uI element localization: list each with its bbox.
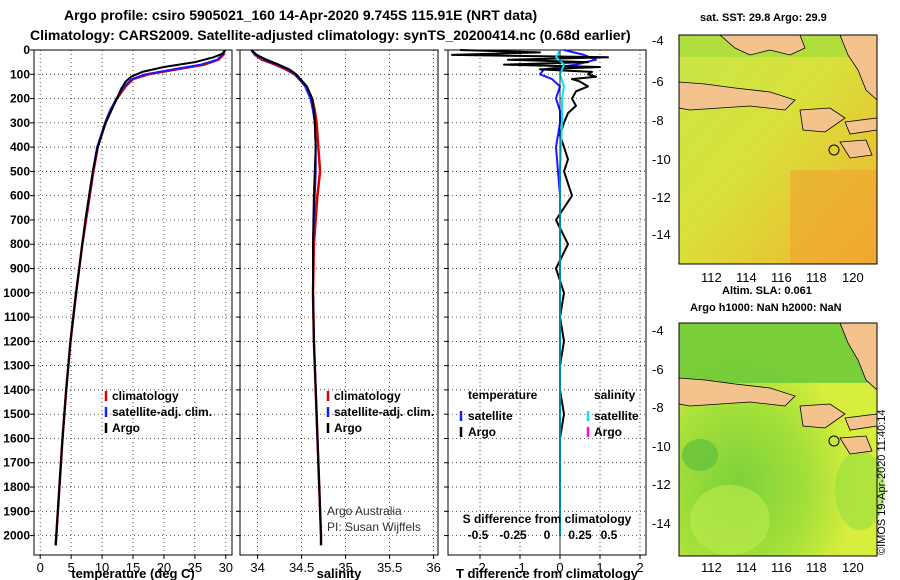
title-line-1: Argo profile: csiro 5905021_160 14-Apr-2… (64, 7, 538, 23)
diff-s-tick-label: -0.5 (468, 528, 489, 542)
diff-s-tick-label: -0.25 (499, 528, 527, 542)
depth-tick-label: 300 (10, 116, 30, 130)
title-line-2: Climatology: CARS2009. Satellite-adjuste… (30, 27, 631, 43)
temperature-legend-label: climatology (112, 389, 179, 403)
difference-series-t-argo (451, 49, 609, 536)
difference-xtick-label: 2 (636, 560, 643, 575)
diff-legend-label: Argo (594, 425, 622, 439)
sst-map-ytick: -6 (652, 74, 664, 89)
sla-map-ytick: -4 (652, 323, 664, 338)
difference-xlabel: T difference from climatology (456, 566, 639, 580)
sst-map-ytick: -10 (652, 152, 671, 167)
temperature-series-argo (54, 49, 227, 546)
depth-tick-label: 1900 (3, 504, 30, 518)
sst-map-xtick: 112 (701, 270, 722, 285)
temperature-legend-label: satellite-adj. clim. (112, 405, 212, 419)
sla-map-xtick: 116 (771, 560, 792, 575)
temperature-xtick-label: 30 (219, 560, 233, 575)
sst-map-title: sat. SST: 29.8 Argo: 29.9 (700, 12, 827, 24)
temperature-xtick-label: 10 (95, 560, 109, 575)
salinity-xtick-label: 34 (250, 560, 264, 575)
depth-tick-label: 900 (10, 262, 30, 276)
sst-map-ytick: -14 (652, 227, 671, 242)
depth-tick-label: 1300 (3, 359, 30, 373)
temperature-xlabel: temperature (deg C) (71, 566, 195, 580)
depth-tick-label: 1100 (4, 310, 30, 324)
salinity-annotation: PI: Susan Wijffels (327, 520, 421, 534)
salinity-series-argo (250, 49, 322, 546)
salinity-frame (239, 49, 439, 556)
depth-tick-label: 1200 (3, 334, 30, 348)
temperature-legend-label: Argo (112, 421, 140, 435)
sst-map-ytick: -12 (652, 190, 671, 205)
sla-map-ytick: -14 (652, 516, 671, 531)
salinity-series-climatology (250, 49, 323, 546)
difference-xtick-label: 1 (596, 560, 603, 575)
diff-legend-label: Argo (468, 425, 496, 439)
sst-map-xtick: 120 (842, 270, 864, 285)
sst-map-xtick: 116 (771, 270, 792, 285)
salinity-legend-label: satellite-adj. clim. (334, 405, 434, 419)
depth-tick-label: 500 (10, 164, 30, 178)
difference-xtick-label: -1 (514, 560, 526, 575)
depth-tick-label: 1000 (3, 286, 30, 300)
depth-tick-label: 0 (23, 43, 30, 57)
temperature-xtick-label: 25 (188, 560, 202, 575)
temperature-xtick-label: 15 (126, 560, 140, 575)
diff-s-axis-title: S difference from climatology (463, 512, 632, 526)
salinity-xtick-label: 36 (426, 560, 440, 575)
sla-map-xtick: 114 (736, 560, 757, 575)
diff-legend-temp-title: temperature (468, 388, 538, 402)
temperature-series-climatology (54, 49, 226, 546)
sla-map-title-1: Altim. SLA: 0.061 (722, 285, 812, 297)
depth-tick-label: 1600 (3, 431, 30, 445)
sst-map-xtick: 114 (736, 270, 757, 285)
sst-map-ytick: -4 (652, 33, 664, 48)
sst-map-ytick: -8 (652, 113, 664, 128)
salinity-annotation: Argo Australia (327, 504, 402, 518)
sla-map-title-2: Argo h1000: NaN h2000: NaN (690, 302, 842, 314)
salinity-xtick-label: 34.5 (289, 560, 314, 575)
diff-s-tick-label: 0 (544, 528, 551, 542)
depth-tick-label: 1400 (3, 383, 30, 397)
difference-frame (447, 49, 647, 556)
sla-map-xtick: 120 (842, 560, 864, 575)
depth-tick-label: 1500 (3, 407, 30, 421)
imos-credit: ©IMOS 19-Apr-2020 11:40:14 (876, 409, 888, 555)
sla-map-ytick: -8 (652, 400, 664, 415)
diff-legend-sal-title: salinity (594, 388, 636, 402)
diff-legend-label: satellite (468, 409, 513, 423)
depth-tick-label: 1700 (3, 456, 30, 470)
depth-tick-label: 800 (10, 237, 30, 251)
diff-s-tick-label: 0.5 (601, 528, 618, 542)
sla-map-xtick: 112 (701, 560, 722, 575)
salinity-xlabel: salinity (317, 566, 363, 580)
sla-map-xtick: 118 (806, 560, 827, 575)
salinity-legend-label: climatology (334, 389, 401, 403)
depth-tick-label: 400 (10, 140, 30, 154)
sst-map-xtick: 118 (806, 270, 827, 285)
salinity-series-satellite-adj-clim- (250, 49, 322, 546)
difference-xtick-label: 0 (556, 560, 563, 575)
depth-tick-label: 600 (10, 189, 30, 203)
depth-tick-label: 100 (10, 67, 30, 81)
depth-tick-label: 700 (10, 213, 30, 227)
depth-tick-label: 200 (10, 92, 30, 106)
sla-map-ytick: -12 (652, 477, 671, 492)
difference-xtick-label: -2 (474, 560, 486, 575)
salinity-xtick-label: 35 (338, 560, 352, 575)
temperature-xtick-label: 20 (157, 560, 171, 575)
diff-s-tick-label: 0.25 (568, 528, 592, 542)
sla-map-ytick: -10 (652, 439, 671, 454)
depth-tick-label: 1800 (3, 480, 30, 494)
sla-map-ytick: -6 (652, 362, 664, 377)
salinity-legend-label: Argo (334, 421, 362, 435)
salinity-xtick-label: 35.5 (377, 560, 402, 575)
temperature-series-satellite-adj-clim- (54, 49, 227, 546)
temperature-xtick-label: 0 (37, 560, 44, 575)
diff-legend-label: satellite (594, 409, 639, 423)
temperature-xtick-label: 5 (68, 560, 75, 575)
depth-tick-label: 2000 (3, 529, 30, 543)
